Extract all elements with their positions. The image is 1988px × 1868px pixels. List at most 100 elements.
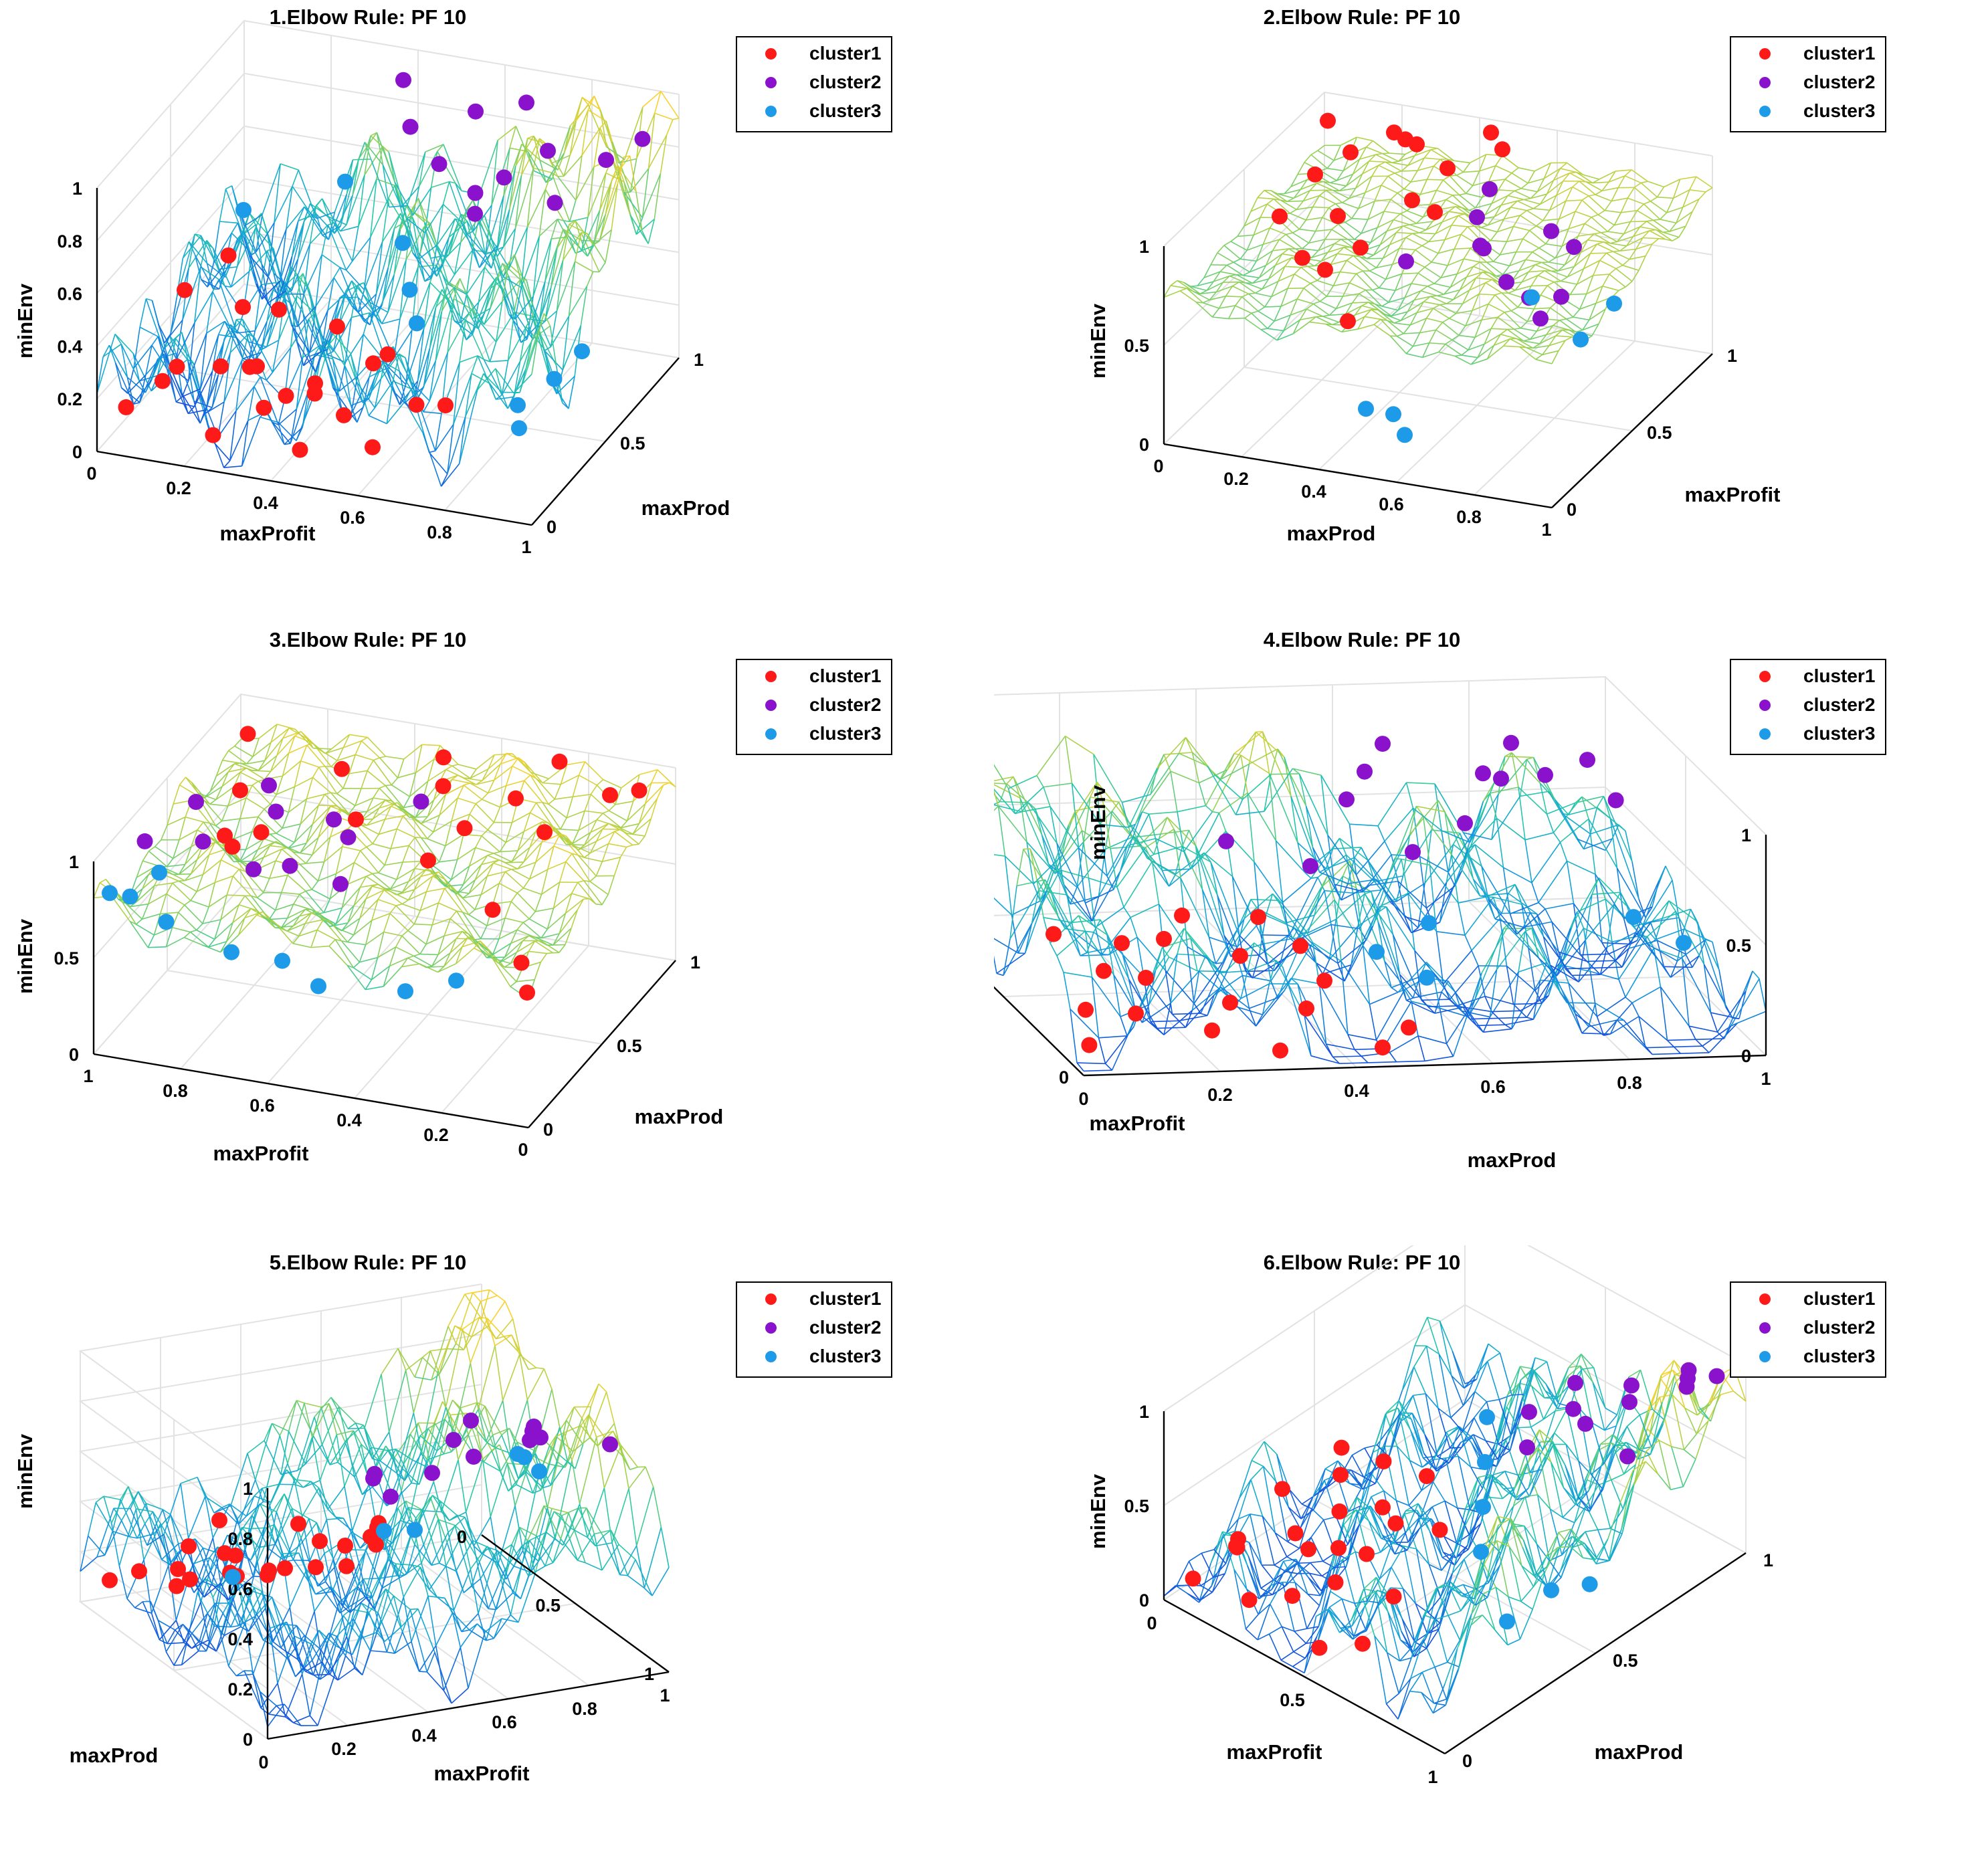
legend-marker bbox=[765, 728, 777, 740]
legend-label: cluster3 bbox=[1803, 1346, 1875, 1367]
z-tick-label: 0 bbox=[243, 1730, 253, 1750]
legend-entry: cluster1 bbox=[1731, 663, 1888, 690]
cluster2-point bbox=[424, 1465, 440, 1481]
cluster2-point bbox=[1521, 1404, 1537, 1420]
cluster1-point bbox=[508, 791, 524, 807]
cluster2-point bbox=[1469, 209, 1485, 225]
cluster1-point bbox=[1332, 1467, 1349, 1483]
cluster2-point bbox=[540, 143, 556, 159]
x-tick-label: 0.6 bbox=[340, 508, 365, 528]
cluster1-point bbox=[278, 388, 294, 404]
cluster1-point bbox=[1316, 972, 1332, 989]
legend-label: cluster1 bbox=[1803, 43, 1875, 64]
z-axis-label: minEnv bbox=[1086, 303, 1110, 379]
cluster2-point bbox=[463, 1413, 479, 1429]
cluster1-point bbox=[1288, 1526, 1304, 1542]
cluster1-point bbox=[1375, 1499, 1391, 1516]
cluster2-point bbox=[1472, 237, 1488, 253]
cluster3-point bbox=[1582, 1576, 1598, 1592]
legend-marker bbox=[765, 1293, 777, 1305]
z-tick-label: 0.5 bbox=[54, 948, 79, 968]
cluster2-point bbox=[1621, 1394, 1637, 1410]
legend-entry: cluster1 bbox=[1731, 1285, 1888, 1312]
cluster3-point bbox=[223, 944, 239, 960]
legend-label: cluster1 bbox=[809, 665, 881, 687]
cluster1-point bbox=[211, 1512, 227, 1528]
cluster1-point bbox=[118, 399, 134, 415]
x-tick-label: 0.4 bbox=[1344, 1081, 1369, 1101]
cluster1-point bbox=[1328, 1574, 1344, 1590]
cluster2-point bbox=[188, 794, 204, 810]
x-tick-label: 0.2 bbox=[423, 1125, 449, 1145]
z-tick-label: 1 bbox=[1139, 1402, 1149, 1422]
x-tick-label: 1 bbox=[660, 1685, 670, 1705]
grid bbox=[94, 694, 676, 1128]
cluster1-point bbox=[1294, 250, 1310, 266]
x-tick-label: 0 bbox=[1153, 456, 1163, 476]
y-tick-label: 0.5 bbox=[620, 433, 645, 453]
cluster3-point bbox=[1606, 296, 1622, 312]
legend-marker bbox=[765, 77, 777, 88]
cluster1-point bbox=[1174, 908, 1190, 924]
cluster1-point bbox=[485, 902, 501, 918]
cluster1-point bbox=[457, 820, 473, 836]
legend-label: cluster3 bbox=[809, 100, 881, 122]
scatter-points bbox=[1046, 735, 1692, 1059]
legend-label: cluster1 bbox=[1803, 665, 1875, 687]
cluster3-point bbox=[1676, 935, 1692, 951]
cluster1-point bbox=[1427, 204, 1443, 220]
cluster2-point bbox=[1218, 833, 1234, 849]
x-axis-label: maxProfit bbox=[1227, 1740, 1322, 1764]
series-cluster3 bbox=[1358, 290, 1622, 443]
cluster1-point bbox=[552, 754, 568, 770]
cluster2-point bbox=[1537, 767, 1553, 783]
cluster3-point bbox=[122, 889, 138, 905]
cluster2-point bbox=[1398, 253, 1414, 270]
x-tick-label: 0.4 bbox=[411, 1726, 437, 1746]
cluster1-point bbox=[1185, 1570, 1201, 1586]
cluster1-point bbox=[155, 373, 171, 389]
cluster3-point bbox=[1397, 427, 1413, 443]
cluster1-point bbox=[336, 407, 352, 423]
z-tick-label: 0.5 bbox=[1124, 1496, 1149, 1516]
z-tick-label: 1 bbox=[69, 852, 79, 872]
cluster2-point bbox=[1493, 770, 1509, 787]
cluster3-point bbox=[376, 1523, 392, 1539]
cluster2-point bbox=[445, 1432, 462, 1448]
legend-label: cluster3 bbox=[809, 1346, 881, 1367]
legend-label: cluster2 bbox=[1803, 694, 1875, 716]
cluster1-point bbox=[277, 1560, 293, 1576]
cluster3-point bbox=[1573, 332, 1589, 348]
cluster1-point bbox=[437, 397, 454, 413]
cluster3-point bbox=[1419, 970, 1435, 986]
cluster1-point bbox=[261, 1562, 277, 1578]
cluster1-point bbox=[1284, 1588, 1300, 1604]
legend-entry: cluster3 bbox=[737, 720, 894, 747]
y-tick-label: 1 bbox=[694, 350, 704, 370]
legend-entry: cluster3 bbox=[1731, 720, 1888, 747]
cluster3-point bbox=[1421, 915, 1437, 931]
cluster3-point bbox=[1479, 1409, 1495, 1425]
cluster2-point bbox=[1338, 791, 1355, 807]
cluster1-point bbox=[169, 358, 185, 375]
cluster2-point bbox=[547, 195, 563, 211]
x-axis-label: maxProd bbox=[1287, 522, 1376, 545]
z-tick-label: 0.5 bbox=[1124, 336, 1149, 356]
legend-entry: cluster3 bbox=[1731, 1343, 1888, 1370]
legend-marker bbox=[1759, 1293, 1771, 1305]
x-tick-label: 0 bbox=[1078, 1089, 1088, 1109]
cluster1-point bbox=[329, 318, 345, 334]
cluster1-point bbox=[205, 427, 221, 443]
cluster1-point bbox=[435, 778, 452, 794]
cluster1-point bbox=[1330, 208, 1346, 224]
cluster2-point bbox=[403, 119, 419, 135]
x-axis-label: maxProfit bbox=[220, 522, 316, 545]
cluster1-point bbox=[1409, 136, 1425, 152]
cluster1-point bbox=[182, 1572, 198, 1588]
cluster1-point bbox=[435, 749, 452, 765]
legend-marker bbox=[765, 106, 777, 117]
